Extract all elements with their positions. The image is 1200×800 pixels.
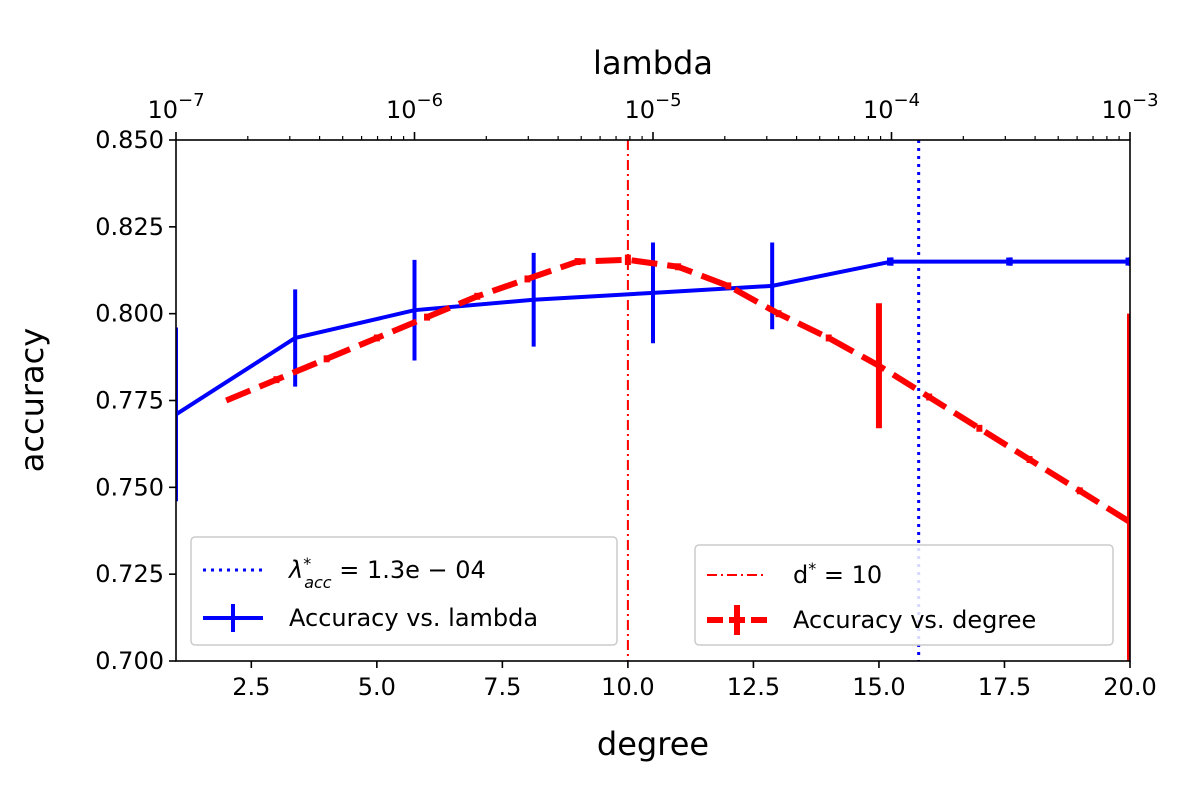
degree-star-value: = 10 [816,561,882,589]
x-tick-label-3: 10.0 [601,673,654,701]
legend-degree-star-label: d* = 10 [793,559,882,590]
legend-lambda: λ* acc = 1.3e − 04 Accuracy vs. lambda [190,536,618,646]
top-tick-base-0: 10 [147,96,178,124]
legend-degree: d* = 10 Accuracy vs. degree [694,544,1114,646]
top-tick-label-4: 10−3 [1101,90,1158,124]
top-tick-base-1: 10 [386,96,417,124]
y-tick-label-4: 0.800 [95,300,164,328]
y-tick-label-1: 0.725 [95,560,164,588]
y-tick-label-3: 0.775 [95,387,164,415]
y-tick-label-0: 0.700 [95,647,164,675]
top-tick-exp-4: −3 [1132,90,1159,111]
lambda-symbol: λ [287,556,303,584]
top-tick-label-3: 10−4 [863,90,920,124]
x-axis-title: degree [597,725,709,763]
x-tick-label-5: 15.0 [852,673,905,701]
y-tick-label-6: 0.850 [95,126,164,154]
series-line-degree [225,256,1130,525]
top-tick-base-4: 10 [1101,96,1132,124]
y-axis-title: accuracy [13,328,51,472]
lambda-star-sup: * [303,554,311,573]
top-tick-exp-3: −4 [894,90,921,111]
x-tick-label-6: 17.5 [978,673,1031,701]
top-tick-base-3: 10 [863,96,894,124]
top-tick-exp-1: −6 [417,90,444,111]
x-tick-label-0: 2.5 [232,673,270,701]
x-tick-label-4: 12.5 [727,673,780,701]
top-tick-exp-0: −7 [178,90,205,111]
legend-lambda-frame [190,536,618,646]
lambda-star-sub: acc [304,573,332,592]
top-tick-label-2: 10−5 [624,90,681,124]
top-tick-label-0: 10−7 [147,90,204,124]
degree-star-sup: * [808,559,816,578]
x-tick-label-7: 20.0 [1103,673,1156,701]
legend-degree-series-label: Accuracy vs. degree [793,606,1036,634]
degree-star-d: d [793,561,808,589]
top-tick-label-1: 10−6 [386,90,443,124]
lambda-star-value: = 1.3e − 04 [332,556,486,584]
legend-lambda-star-label: λ* acc = 1.3e − 04 [287,554,486,592]
y-tick-label-2: 0.750 [95,473,164,501]
top-tick-base-2: 10 [624,96,655,124]
x-tick-label-2: 7.5 [483,673,521,701]
top-axis-title: lambda [593,44,713,82]
y-tick-label-5: 0.825 [95,213,164,241]
plot-area: 0.700 0.725 0.750 0.775 0.800 0.825 0.850 2.5 5.… [95,90,1158,701]
x-tick-label-1: 5.0 [358,673,396,701]
legend-degree-frame [694,544,1114,646]
legend-lambda-series-label: Accuracy vs. lambda [289,604,538,632]
top-tick-exp-2: −5 [655,90,682,111]
